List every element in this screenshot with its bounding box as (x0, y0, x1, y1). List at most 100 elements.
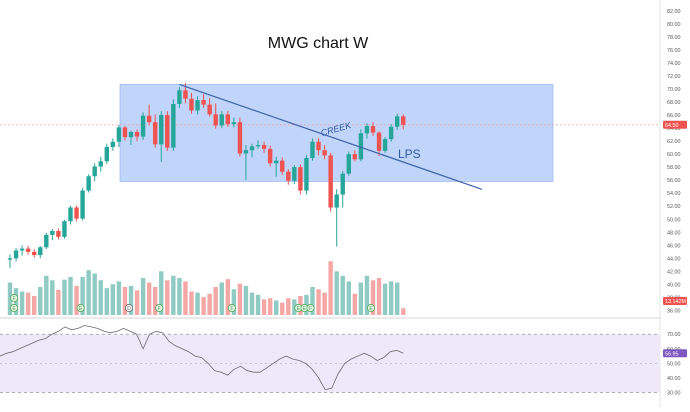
candle-body (352, 154, 358, 160)
event-marker-icon (155, 304, 164, 312)
volume-bar (86, 270, 91, 315)
candle-body (219, 114, 224, 126)
volume-bar (110, 284, 116, 315)
candle-body (298, 167, 303, 191)
candle-body (207, 104, 212, 115)
volume-bar (382, 283, 388, 315)
event-marker-letter: E (369, 306, 373, 312)
candle-body (328, 155, 333, 208)
candle-body (292, 167, 297, 181)
volume-bar (56, 289, 61, 315)
candle-body (267, 148, 273, 164)
last-price-tag: 64.50 (665, 123, 679, 129)
volume-bar (122, 287, 128, 315)
candle-body (80, 190, 85, 219)
volume-bar (243, 285, 249, 315)
candle-body (153, 122, 158, 145)
candle-body (74, 207, 79, 219)
price-tick-label: 70.00 (667, 87, 681, 93)
event-marker-letter: F (13, 296, 16, 302)
price-tick-label: 62.00 (667, 139, 681, 145)
candle-body (382, 139, 388, 151)
candle-body (364, 126, 370, 134)
candle-body (62, 221, 67, 237)
candle-body (68, 207, 73, 222)
candle-body (304, 158, 309, 191)
candle-body (165, 115, 170, 148)
volume-bar (225, 279, 230, 315)
candle-body (32, 251, 37, 256)
candle-body (322, 150, 327, 156)
price-tick-label: 36.00 (667, 308, 681, 314)
volume-bar (364, 275, 370, 315)
event-marker-icon (10, 294, 19, 302)
candle-body (201, 100, 206, 105)
volume-bar (189, 291, 194, 315)
volume-bar (237, 283, 243, 315)
event-marker-letter: F (230, 306, 233, 312)
volume-bar (68, 276, 73, 315)
volume-bar (358, 282, 364, 315)
volume-bar (98, 280, 103, 315)
volume-bar (134, 290, 140, 315)
volume-bar (50, 280, 55, 315)
event-marker-letter: F (309, 306, 312, 312)
candle-body (7, 258, 13, 260)
candle-body (56, 230, 61, 237)
volume-bar (7, 282, 13, 315)
volume-bar (195, 292, 200, 315)
candle-body (231, 122, 237, 125)
rsi-tick-label: 30.00 (667, 391, 681, 397)
candle-body (261, 144, 267, 149)
price-tick-label: 46.00 (667, 243, 681, 249)
volume-bar (261, 299, 267, 315)
price-tick-label: 50.00 (667, 217, 681, 223)
volume-bar (207, 293, 212, 315)
candle-body (370, 126, 376, 133)
event-marker-letter: E (303, 306, 307, 312)
volume-bar (219, 282, 224, 315)
volume-bar (280, 302, 285, 315)
price-tick-label: 48.00 (667, 230, 681, 236)
volume-bar (44, 275, 49, 315)
candle-body (104, 146, 109, 162)
volume-bar (19, 291, 25, 315)
rsi-tick-label: 40.00 (667, 376, 681, 382)
candle-body (92, 166, 97, 177)
price-tick-label: 56.00 (667, 178, 681, 184)
candle-body (340, 173, 345, 195)
volume-bar (104, 288, 109, 315)
price-tick-label: 44.00 (667, 256, 681, 262)
volume-bar (159, 271, 164, 315)
volume-bar (376, 278, 382, 315)
candle-body (98, 161, 103, 167)
candle-body (310, 141, 315, 159)
candle-body (159, 115, 164, 145)
price-tick-label: 58.00 (667, 165, 681, 171)
rsi-tick-label: 50.00 (667, 361, 681, 367)
price-tick-label: 60.00 (667, 152, 681, 158)
event-marker-icon (125, 304, 133, 312)
candle-body (401, 116, 406, 125)
volume-bar (328, 261, 333, 315)
price-tick-label: 68.00 (667, 100, 681, 106)
volume-bar (322, 292, 327, 315)
candle-body (110, 141, 116, 147)
candle-body (25, 248, 31, 252)
volume-bar (310, 287, 315, 315)
volume-bar (292, 299, 297, 315)
volume-bar (395, 282, 400, 315)
price-tick-label: 52.00 (667, 204, 681, 210)
chart-title: MWG chart W (268, 35, 369, 52)
volume-bar (334, 271, 339, 315)
rsi-line (0, 325, 404, 391)
volume-bar (274, 300, 279, 315)
volume-bar (92, 273, 97, 315)
volume-tag-bg (663, 297, 687, 305)
volume-bar (13, 288, 19, 315)
volume-bar (183, 281, 188, 315)
candle-body (346, 154, 351, 174)
candle-body (388, 126, 394, 140)
volume-bar (401, 308, 406, 315)
